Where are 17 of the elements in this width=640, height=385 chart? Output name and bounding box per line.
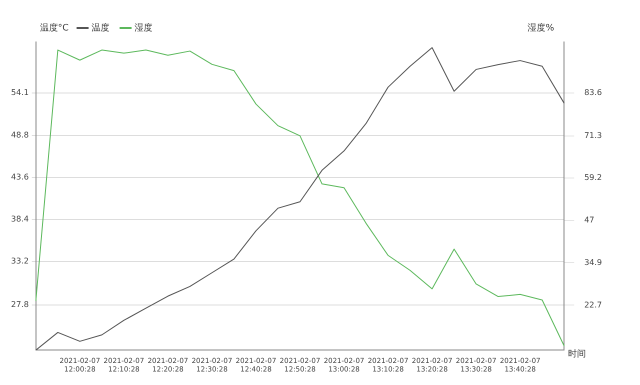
y-tick-label: 48.8: [11, 130, 29, 140]
x-axis-title: 时间: [568, 348, 586, 360]
y2-tick-label: 83.6: [584, 88, 602, 97]
y2-axis-title: 湿度%: [528, 22, 555, 34]
y-tick-label: 54.1: [11, 88, 29, 97]
y-tick-label: 38.4: [11, 214, 29, 224]
legend-label: 湿度: [134, 22, 153, 34]
y-tick-label: 43.6: [11, 172, 29, 182]
y2-tick-label: 59.2: [584, 173, 602, 182]
y2-tick-label: 71.3: [584, 130, 602, 140]
y2-tick-label: 34.9: [584, 258, 602, 267]
y-tick-label: 33.2: [11, 256, 29, 266]
y-tick-label: 27.8: [11, 300, 29, 310]
legend-label: 温度: [92, 22, 110, 34]
y-axis-title: 温度°C: [40, 22, 69, 34]
y2-tick-label: 47: [584, 216, 594, 225]
y2-tick-label: 22.7: [584, 300, 602, 310]
